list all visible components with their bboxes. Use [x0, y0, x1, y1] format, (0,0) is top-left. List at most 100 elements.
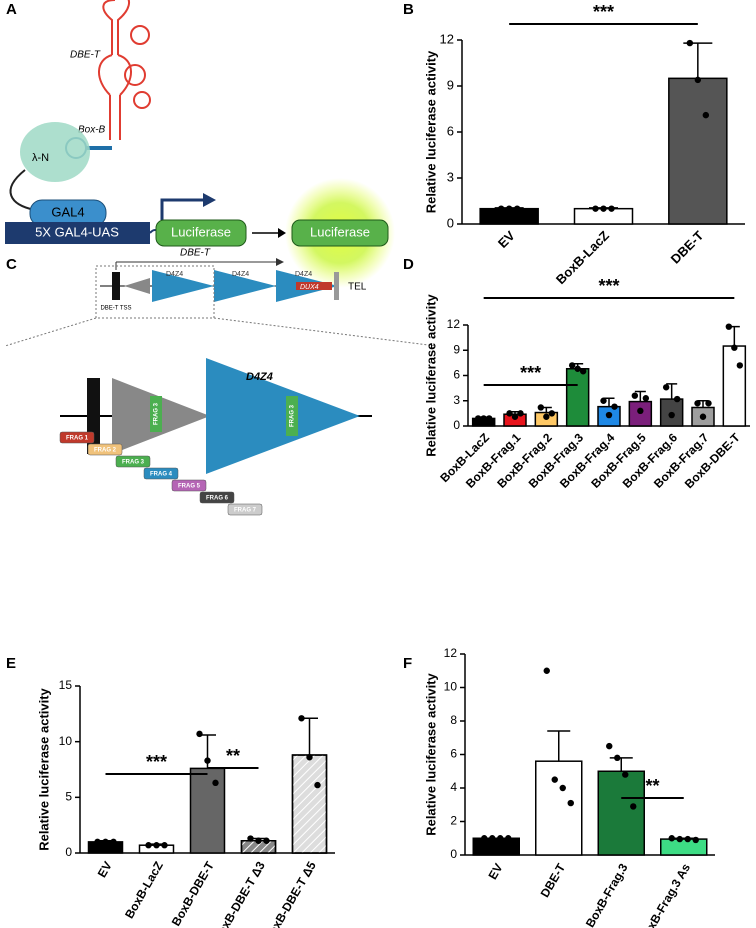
significance-label: *** [146, 752, 167, 772]
data-point [568, 362, 576, 369]
lambda-protein [20, 122, 90, 182]
uas [5, 222, 150, 244]
y-tick-label: 10 [444, 680, 458, 694]
data-point [684, 835, 691, 843]
data-point [705, 400, 712, 407]
bar [565, 368, 590, 427]
data-point [543, 413, 550, 420]
tss-label: DBE-T TSS [100, 306, 131, 312]
arrow-head [278, 228, 286, 238]
data-point [699, 413, 707, 420]
panel-label: E [6, 655, 16, 672]
data-point [298, 715, 305, 722]
panel-label: F [403, 655, 412, 672]
fragments: FRAG 1 FRAG 2 FRAG 3 FRAG 4 FRAG 5 FRAG 6 FRAG… [59, 431, 263, 516]
y-tick-label: 12 [447, 317, 461, 331]
significance-label: *** [593, 2, 614, 22]
hairpin [124, 64, 146, 86]
error-bar [672, 837, 696, 840]
bar [722, 345, 747, 427]
frag3-label: FRAG 3 [290, 404, 296, 427]
uas-label: 5X GAL4-UAS [35, 224, 119, 239]
data-point [548, 410, 556, 417]
fragment [227, 503, 263, 516]
data-point [145, 842, 152, 849]
data-point [673, 395, 681, 403]
frag3-mark [286, 396, 298, 436]
data-point [212, 779, 219, 787]
fragment-label: FRAG 6 [206, 496, 229, 502]
lambda-label: λ-N [32, 152, 49, 164]
data-point [702, 111, 710, 119]
data-point [511, 413, 519, 420]
y-tick-label: 6 [447, 123, 454, 138]
y-tick-label: 0 [453, 418, 460, 432]
y-tick-label: 3 [447, 169, 454, 184]
data-point [314, 781, 321, 789]
gray-triangle [124, 278, 150, 294]
data-point [485, 415, 493, 422]
y-tick-label: 8 [450, 713, 457, 727]
product [291, 219, 389, 247]
fragment-label: FRAG 3 [122, 460, 145, 466]
y-tick-label: 4 [450, 780, 457, 794]
hairpin [133, 91, 151, 109]
data-point [600, 397, 607, 404]
y-axis-label: Relative luciferase activity [423, 293, 438, 456]
y-tick-label: 10 [59, 734, 73, 748]
y-tick-label: 3 [453, 393, 460, 407]
y-tick-label: 6 [453, 368, 460, 382]
data-point [608, 205, 615, 212]
promoter-arrow [160, 198, 205, 220]
error-bar [609, 757, 633, 772]
panel-a: DBE-T Box-B λ-N GAL4 5X GAL4-UAS Lucifer… [5, 0, 395, 288]
data-point [676, 835, 683, 843]
y-tick-label: 0 [450, 847, 457, 861]
fragment-label: FRAG 1 [66, 436, 89, 442]
hairpin [130, 25, 150, 45]
panel-label: A [6, 1, 17, 18]
data-point [614, 754, 621, 762]
data-point [731, 344, 738, 351]
fragment [143, 467, 179, 480]
data-point [94, 838, 101, 846]
repeat-label: D4Z4 [246, 371, 273, 383]
x-tick-label: BoxB-DBE-T [169, 859, 217, 928]
data-point [153, 842, 160, 849]
data-point [592, 205, 599, 212]
data-point [611, 403, 618, 410]
repeat [206, 358, 360, 474]
x-tick-label: BoxB-LacZ [122, 859, 166, 921]
data-point [668, 835, 675, 842]
data-point [559, 784, 566, 792]
product-label: Luciferase [310, 224, 370, 239]
y-tick-label: 12 [444, 646, 458, 660]
significance-label: *** [520, 363, 541, 383]
data-point [662, 384, 670, 391]
data-point [551, 776, 558, 783]
data-point [543, 667, 550, 674]
error-bar [634, 390, 646, 402]
data-point [631, 392, 639, 399]
y-axis-label: Relative luciferase activity [423, 50, 438, 213]
y-axis-label: Relative luciferase activity [423, 672, 438, 835]
frag3-mark [150, 396, 162, 432]
data-point [537, 404, 545, 411]
repeat [152, 270, 214, 302]
bar [660, 838, 708, 856]
data-point [489, 835, 496, 842]
fragment [115, 455, 151, 468]
data-point [474, 415, 482, 422]
data-point [505, 835, 512, 842]
transcript-label: DBE-T [180, 248, 211, 259]
reporter [155, 219, 247, 247]
dux4-label: DUX4 [300, 284, 319, 291]
y-axis-label: Relative luciferase activity [36, 687, 51, 850]
fragment-label: FRAG 5 [178, 484, 201, 490]
data-point [579, 368, 587, 375]
data-point [497, 835, 504, 842]
linker [9, 169, 36, 211]
data-point [306, 754, 313, 761]
data-point [686, 39, 694, 47]
y-tick-label: 9 [447, 77, 454, 92]
